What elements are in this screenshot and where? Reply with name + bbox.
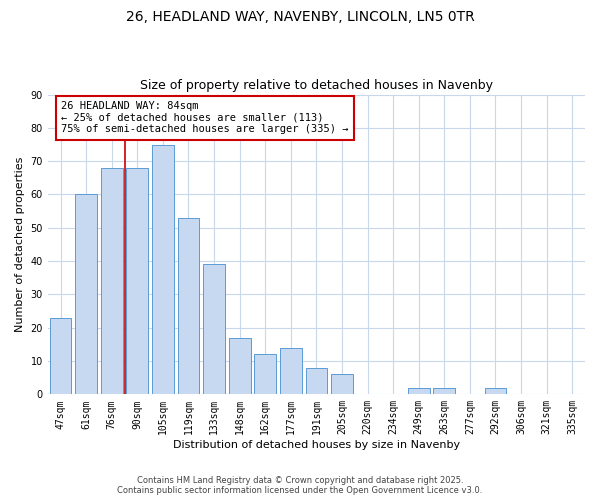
Y-axis label: Number of detached properties: Number of detached properties [15,157,25,332]
Bar [229,338,251,394]
Bar [203,264,225,394]
Bar [408,388,430,394]
Bar [127,168,148,394]
Bar [280,348,302,395]
X-axis label: Distribution of detached houses by size in Navenby: Distribution of detached houses by size … [173,440,460,450]
Text: Contains HM Land Registry data © Crown copyright and database right 2025.
Contai: Contains HM Land Registry data © Crown c… [118,476,482,495]
Title: Size of property relative to detached houses in Navenby: Size of property relative to detached ho… [140,79,493,92]
Bar [152,144,174,394]
Bar [433,388,455,394]
Bar [254,354,276,395]
Bar [485,388,506,394]
Bar [178,218,199,394]
Bar [50,318,71,394]
Bar [305,368,327,394]
Bar [331,374,353,394]
Bar [75,194,97,394]
Text: 26, HEADLAND WAY, NAVENBY, LINCOLN, LN5 0TR: 26, HEADLAND WAY, NAVENBY, LINCOLN, LN5 … [125,10,475,24]
Bar [101,168,122,394]
Text: 26 HEADLAND WAY: 84sqm
← 25% of detached houses are smaller (113)
75% of semi-de: 26 HEADLAND WAY: 84sqm ← 25% of detached… [61,101,349,134]
